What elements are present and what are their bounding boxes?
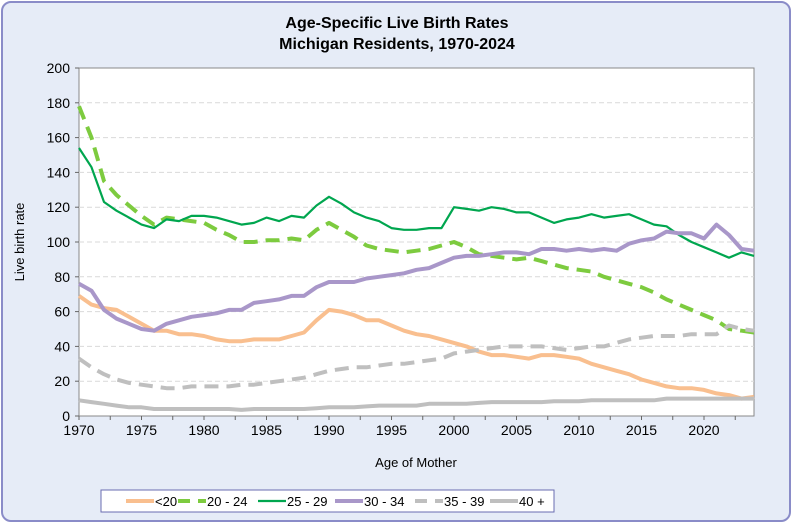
series-line-3 xyxy=(78,222,755,333)
y-tick-label: 60 xyxy=(54,304,70,320)
y-tick-label: 100 xyxy=(47,234,71,250)
legend-box xyxy=(100,489,555,513)
y-tick-label: 160 xyxy=(47,130,71,146)
legend-label-1: 20 - 24 xyxy=(207,494,247,509)
x-tick-label: 2015 xyxy=(626,422,657,438)
series-line-1 xyxy=(77,105,755,335)
legend-label-2: 25 - 29 xyxy=(287,494,327,509)
x-tick-label: 2020 xyxy=(688,422,719,438)
series-line-2 xyxy=(78,147,755,259)
x-axis-label: Age of Mother xyxy=(375,455,457,470)
y-axis-label: Live birth rate xyxy=(12,203,27,282)
legend-label-5: 40 + xyxy=(519,494,545,509)
series-line-4 xyxy=(77,323,755,391)
chart-title-line2: Michigan Residents, 1970-2024 xyxy=(279,36,515,53)
y-tick-label: 200 xyxy=(47,60,71,76)
y-tick-label: 120 xyxy=(47,199,71,215)
x-tick-label: 1990 xyxy=(313,422,344,438)
x-tick-label: 1995 xyxy=(376,422,407,438)
x-tick-label: 1970 xyxy=(63,422,94,438)
chart-title-line1: Age-Specific Live Birth Rates xyxy=(285,15,508,32)
legend-label-3: 30 - 34 xyxy=(364,494,404,509)
y-tick-label: 80 xyxy=(54,269,70,285)
y-tick-label: 180 xyxy=(47,95,71,111)
x-tick-label: 2010 xyxy=(563,422,594,438)
series-line-5 xyxy=(78,396,754,412)
y-tick-label: 140 xyxy=(47,164,71,180)
legend-label-4: 35 - 39 xyxy=(444,494,484,509)
y-tick-label: 0 xyxy=(62,408,70,424)
x-tick-label: 2000 xyxy=(438,422,469,438)
y-tick-label: 40 xyxy=(54,338,70,354)
x-tick-label: 1975 xyxy=(126,422,157,438)
x-tick-label: 2005 xyxy=(501,422,532,438)
x-tick-label: 1980 xyxy=(188,422,219,438)
x-tick-label: 1985 xyxy=(251,422,282,438)
y-tick-label: 20 xyxy=(54,373,70,389)
legend-label-0: <20 xyxy=(155,494,177,509)
series-line-0 xyxy=(77,294,755,401)
